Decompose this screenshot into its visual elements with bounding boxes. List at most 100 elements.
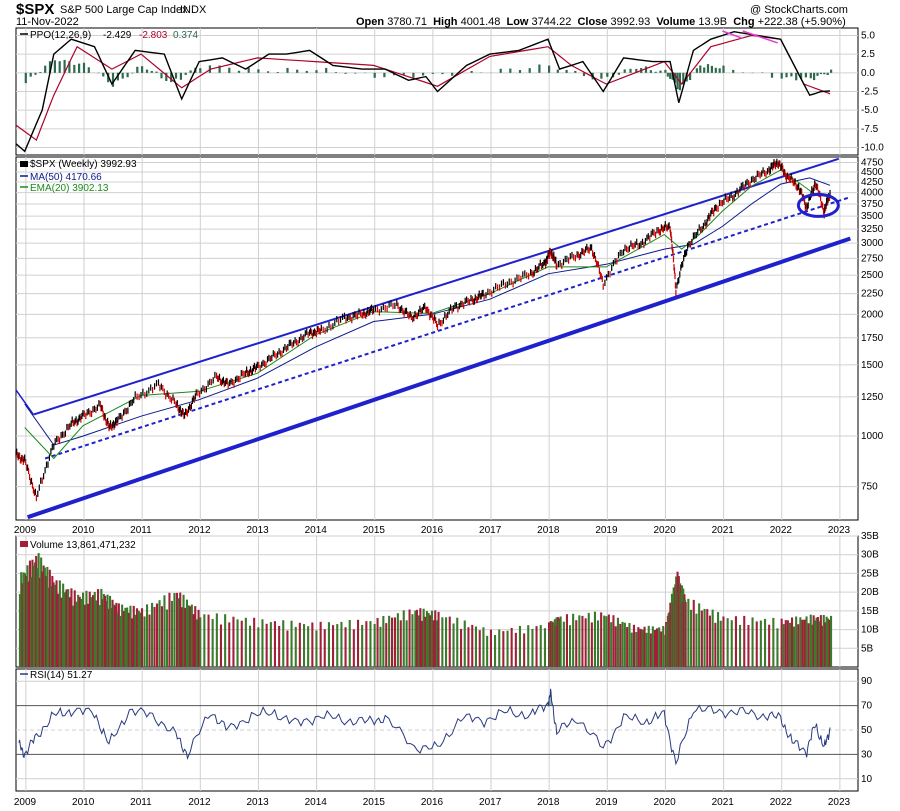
volume-bar — [425, 611, 428, 667]
volume-bar — [614, 626, 617, 667]
volume-bar — [112, 604, 115, 667]
ppo-hist-bar — [412, 72, 415, 78]
xtick-mid-2017: 2017 — [479, 525, 502, 536]
ppo-hist-bar — [695, 68, 698, 73]
volume-bar — [635, 631, 638, 667]
volume-bar — [417, 615, 420, 667]
volume-bar — [57, 593, 60, 667]
volume-bar — [110, 608, 113, 667]
ppo-hist-bar — [659, 70, 662, 73]
ppo-hist-bar — [189, 70, 192, 73]
volume-bar — [502, 631, 505, 667]
ppo-signal-line — [15, 34, 831, 142]
ppo-hist-bar — [669, 72, 672, 79]
ppo-hist-bar — [131, 72, 134, 74]
volume-bar — [474, 626, 477, 667]
vol-ytick-15B: 15B — [861, 606, 879, 617]
volume-bar — [626, 627, 629, 667]
volume-bar — [730, 620, 733, 667]
ema20-line — [24, 169, 831, 460]
volume-bar — [253, 617, 256, 667]
volume-bar — [369, 621, 372, 667]
volume-bar — [825, 616, 828, 667]
xtick-mid-2023: 2023 — [828, 525, 851, 536]
xtick-bot-2012: 2012 — [188, 797, 211, 808]
volume-bar — [194, 606, 197, 667]
vol-ytick-25B: 25B — [861, 568, 879, 579]
volume-bar — [463, 620, 466, 667]
volume-bar — [422, 608, 425, 667]
ppo-hist-bar — [63, 59, 66, 73]
volume-bar — [165, 609, 168, 667]
xtick-bot-2020: 2020 — [653, 797, 676, 808]
ppo-hist-bar — [470, 71, 473, 73]
ppo-hist-bar — [664, 69, 667, 73]
volume-bar — [486, 635, 489, 667]
ppo-hist-bar — [649, 70, 652, 73]
volume-bar — [240, 620, 243, 667]
volume-bar — [282, 620, 285, 667]
volume-bar — [87, 603, 90, 667]
volume-bar — [565, 614, 568, 667]
price-ytick-3750: 3750 — [861, 199, 884, 210]
xtick-mid-2010: 2010 — [72, 525, 95, 536]
volume-legend-swatch — [20, 541, 28, 547]
volume-bar — [452, 623, 455, 667]
ppo-hist-bar — [58, 61, 61, 73]
volume-bar — [62, 583, 65, 667]
volume-bar — [25, 575, 28, 667]
volume-bar — [581, 615, 584, 667]
volume-bar — [747, 625, 750, 667]
volume-bar — [286, 630, 289, 667]
ppo-hist-bar — [574, 70, 577, 73]
volume-bar — [619, 623, 622, 667]
volume-bar — [562, 621, 565, 667]
symbol: $SPX — [16, 1, 55, 18]
volume-bar — [717, 612, 720, 667]
volume-bar — [232, 616, 235, 667]
volume-bar — [290, 620, 293, 667]
volume-bar — [649, 633, 652, 667]
chart-header: $SPX S&P 500 Large Cap Index INDX 11-Nov… — [0, 0, 900, 28]
channel-connector-line — [15, 389, 35, 416]
ppo-hist-bar — [34, 72, 37, 75]
volume-bar — [751, 617, 754, 667]
ppo-hist-bar — [170, 72, 173, 83]
volume-bar — [791, 617, 794, 667]
ppo-hist-bar — [39, 72, 42, 73]
volume-bar — [92, 595, 95, 667]
volume-bar — [36, 568, 39, 667]
volume-bar — [249, 625, 252, 667]
ppo-hist-bar — [257, 69, 260, 73]
volume-bar — [273, 621, 276, 667]
volume-bar — [471, 624, 474, 667]
volume-bar — [411, 614, 414, 667]
ppo-hist-bar — [150, 71, 153, 73]
volume-bar — [311, 622, 314, 667]
volume-bar — [420, 620, 423, 667]
xtick-bot-2017: 2017 — [479, 797, 502, 808]
ppo-hist-bar — [819, 72, 822, 75]
volume-bar — [739, 624, 742, 667]
volume-bar — [185, 599, 188, 667]
volume-bar — [344, 627, 347, 667]
ppo-hist-bar — [121, 72, 124, 79]
xtick-bot-2018: 2018 — [537, 797, 560, 808]
ppo-hist-bar — [795, 72, 798, 81]
xtick-mid-2012: 2012 — [188, 525, 211, 536]
volume-bar — [127, 612, 130, 667]
volume-bar — [559, 616, 562, 667]
ppo-line — [15, 30, 831, 153]
volume-bar — [124, 607, 127, 667]
ppo-hist-bar — [538, 64, 541, 73]
volume-bar — [72, 605, 75, 667]
price-legend-name: $SPX (Weekly) 3992.93 — [30, 159, 137, 170]
volume-bar — [42, 565, 45, 667]
ppo-hist-bar — [267, 71, 270, 73]
volume-bar — [434, 610, 437, 667]
low-value: 3744.22 — [531, 16, 572, 28]
volume-bar — [348, 620, 351, 667]
ppo-hist-bar — [800, 72, 803, 79]
volume-bar — [244, 617, 247, 667]
volume-bar — [63, 592, 66, 667]
